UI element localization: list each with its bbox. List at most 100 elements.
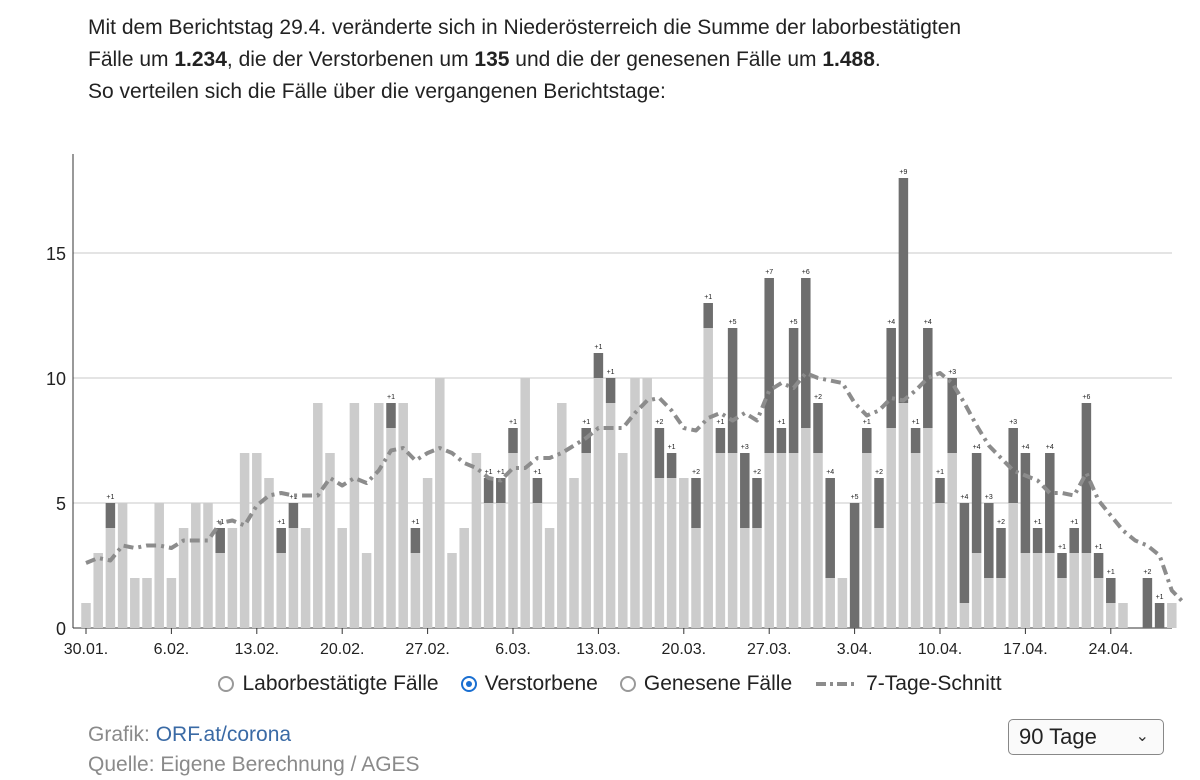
bar-base <box>752 528 762 628</box>
bar-base <box>117 503 128 628</box>
bar-base <box>93 553 103 628</box>
intro-line-3: So verteilen sich die Fälle über die ver… <box>88 80 666 103</box>
bar-base <box>130 578 140 628</box>
bar-delta <box>1020 453 1031 553</box>
bar-base <box>191 503 201 628</box>
radio-unselected-icon[interactable] <box>218 676 235 692</box>
select-value: 90 Tage <box>1019 724 1097 749</box>
bar-base <box>910 453 921 628</box>
bar-base <box>142 578 152 628</box>
bar-base <box>410 553 421 628</box>
bar-delta <box>776 428 787 453</box>
x-tick-label: 17.04. <box>1003 641 1047 658</box>
bar-base <box>666 478 677 628</box>
bar-delta <box>1032 528 1043 553</box>
x-tick-label: 10.04. <box>918 641 962 658</box>
x-tick-label: 27.03. <box>747 641 791 658</box>
bar-base <box>227 528 238 628</box>
bar-base <box>1020 553 1031 628</box>
chart-legend: Laborbestätigte Fälle Verstorbene Genese… <box>0 668 1200 700</box>
legend-verstorbene[interactable]: Verstorbene <box>460 672 598 696</box>
bar-base <box>569 478 579 628</box>
bar-base <box>679 478 689 628</box>
bar-base <box>1167 603 1177 628</box>
bar-base <box>788 453 799 628</box>
bar-base <box>325 453 335 628</box>
chevron-down-icon: ⌄ <box>1135 728 1149 745</box>
time-range-select[interactable]: 90 Tage ⌄ <box>1008 719 1164 755</box>
bar-delta <box>910 428 921 453</box>
radio-unselected-icon[interactable] <box>619 676 636 692</box>
bar-delta <box>935 478 945 503</box>
radio-selected-icon[interactable] <box>460 676 477 692</box>
bar-base <box>361 553 372 628</box>
x-tick-label: 20.02. <box>320 641 364 658</box>
bar-delta <box>1081 403 1092 553</box>
bar-delta <box>691 478 701 528</box>
y-tick-label: 5 <box>56 494 66 514</box>
bar-base <box>654 478 665 628</box>
legend-label: Laborbestätigte Fälle <box>242 672 439 695</box>
bar-base <box>618 453 628 628</box>
bar-base <box>1106 603 1116 628</box>
bar-base <box>1081 553 1092 628</box>
bar-label: +1 <box>509 419 517 426</box>
cases-delta: 1.234 <box>174 48 227 71</box>
bar-base <box>203 503 213 628</box>
bar-label: +1 <box>863 419 871 426</box>
dash-dot-line-icon <box>816 682 857 686</box>
bar-label: +1 <box>582 419 590 426</box>
bar-delta <box>654 428 665 478</box>
grafik-label: Grafik: <box>88 723 156 746</box>
bar-base <box>398 403 408 628</box>
bar-base <box>1032 553 1043 628</box>
bar-label: +2 <box>692 469 700 476</box>
x-tick-label: 20.03. <box>662 641 706 658</box>
bar-label: +1 <box>668 444 676 451</box>
y-tick-label: 0 <box>56 619 66 639</box>
bar-delta <box>605 378 616 403</box>
bar-base <box>886 428 896 628</box>
recovered-delta: 1.488 <box>822 48 875 71</box>
intro-text-part: Fälle um <box>88 48 175 71</box>
avg-line <box>85 371 1186 605</box>
bar-base <box>996 578 1006 628</box>
legend-label: Verstorbene <box>484 672 598 695</box>
bar-base <box>1069 553 1079 628</box>
legend-label: Genesene Fälle <box>643 672 793 695</box>
bar-label: +1 <box>289 494 297 501</box>
bar-base <box>349 403 360 628</box>
legend-genesene[interactable]: Genesene Fälle <box>619 672 793 696</box>
x-tick-label: 3.04. <box>837 641 873 658</box>
bar-delta <box>483 478 494 503</box>
grafik-credit: Grafik: ORF.at/corona <box>88 720 420 750</box>
deaths-delta: 135 <box>474 48 510 71</box>
legend-laborbestaetigte[interactable]: Laborbestätigte Fälle <box>218 672 439 696</box>
bar-delta <box>825 478 835 578</box>
bar-base <box>923 428 933 628</box>
bar-base <box>1118 603 1128 628</box>
bar-base <box>313 403 323 628</box>
bar-base <box>984 578 994 628</box>
bar-delta <box>496 478 506 503</box>
bar-delta <box>288 503 299 528</box>
bar-delta <box>849 503 860 628</box>
bar-delta <box>386 403 396 428</box>
bar-base <box>105 528 116 628</box>
bar-base <box>947 453 957 628</box>
bar-base <box>288 528 299 628</box>
bar-delta <box>874 478 884 528</box>
orf-corona-link[interactable]: ORF.at/corona <box>155 723 292 746</box>
bar-delta <box>898 178 909 403</box>
bar-base <box>520 378 530 628</box>
x-tick-label: 13.02. <box>235 641 279 658</box>
bar-label: +1 <box>1034 519 1042 526</box>
bar-label: +1 <box>1095 544 1103 551</box>
bar-base <box>605 403 616 628</box>
bar-delta <box>764 278 774 453</box>
intro-text-part: . <box>874 48 881 71</box>
bar-base <box>837 578 848 628</box>
bar-delta <box>508 428 518 453</box>
bar-delta <box>581 428 591 453</box>
bar-label: +1 <box>497 469 505 476</box>
